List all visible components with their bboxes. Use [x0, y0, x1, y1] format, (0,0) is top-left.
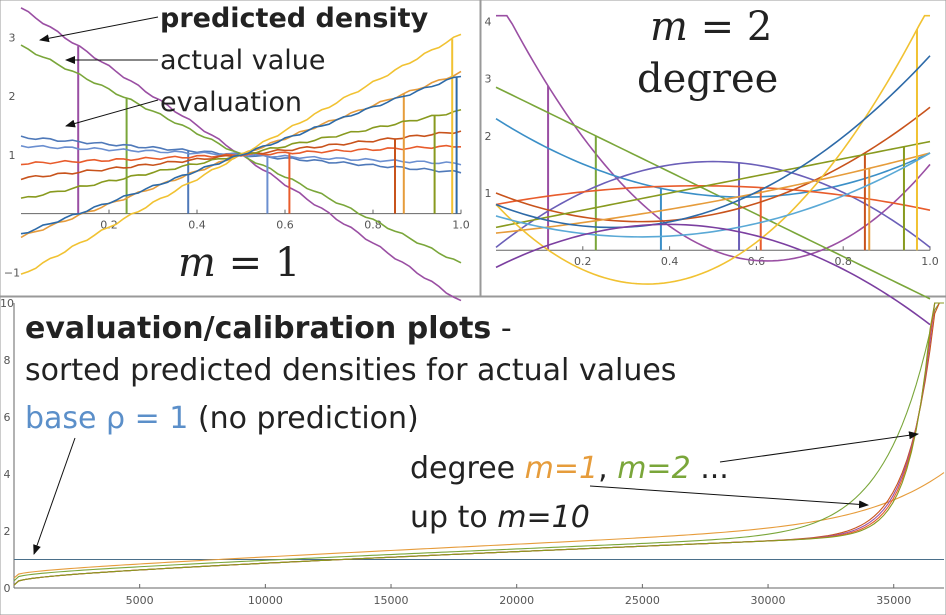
y-tick-label: 1	[9, 149, 16, 162]
y-tick-label: 4	[485, 15, 492, 28]
label-upto: up to m=10	[410, 500, 590, 535]
series-curve	[495, 184, 931, 211]
chart-m1-title: m = 1	[178, 240, 300, 286]
y-tick-label: 3	[9, 31, 16, 44]
series-curve	[495, 140, 931, 229]
y-tick-label: 1	[485, 187, 492, 200]
x-tick-label: 1.0	[452, 219, 470, 232]
x-tick-label: 30000	[751, 594, 786, 607]
y-tick-label: −1	[4, 266, 20, 279]
chart-m2-subtitle: degree	[637, 56, 778, 102]
x-tick-label: 0.2	[574, 255, 592, 268]
calibration-series	[13, 472, 945, 579]
x-tick-label: 0.6	[276, 219, 294, 232]
label-base: base ρ = 1 (no prediction)	[25, 401, 419, 436]
x-tick-label: 20000	[499, 594, 534, 607]
panel-m1	[0, 0, 481, 297]
series-curve	[495, 86, 931, 300]
label-degree: degree m=1, m=2 ...	[410, 451, 729, 486]
annotation-predicted-density: predicted density	[160, 3, 429, 34]
x-tick-label: 25000	[625, 594, 660, 607]
series-line	[20, 75, 462, 235]
y-tick-label: 6	[4, 411, 11, 424]
series-curve	[496, 14, 931, 262]
chart-m2-title: m = 2	[650, 4, 772, 50]
series-curve	[495, 14, 930, 285]
y-tick-label: 0	[4, 582, 11, 595]
panel-calibration	[0, 296, 946, 615]
x-tick-label: 5000	[126, 594, 154, 607]
y-tick-label: 4	[4, 468, 11, 481]
series-curve	[495, 160, 931, 249]
y-tick-label: 2	[4, 525, 11, 538]
y-tick-label: 3	[485, 73, 492, 86]
series-curve	[495, 55, 931, 229]
x-tick-label: 10000	[248, 594, 283, 607]
series-line	[20, 33, 462, 275]
series-curve	[495, 223, 931, 326]
y-tick-label: 2	[9, 90, 16, 103]
x-tick-label: 0.6	[748, 255, 766, 268]
series-curve	[495, 118, 931, 198]
chart-calibration-subtitle: sorted predicted densities for actual va…	[25, 353, 676, 388]
x-tick-label: 15000	[374, 594, 409, 607]
series-curve	[495, 106, 931, 223]
x-tick-label: 0.8	[364, 219, 382, 232]
chart-calibration-title: evaluation/calibration plots -	[25, 311, 512, 346]
annotation-evaluation: evaluation	[160, 87, 302, 118]
x-tick-label: 0.4	[188, 219, 206, 232]
y-tick-label: 2	[485, 130, 492, 143]
y-tick-label: 10	[0, 297, 14, 310]
calibration-series	[13, 302, 944, 586]
x-tick-label: 1.0	[921, 255, 939, 268]
series-curve	[495, 152, 931, 238]
chart-calibration: 5000 10000 15000 20000 25000 30000 35000 0 2 4 6 8 1…	[0, 297, 945, 607]
annotation-actual-value: actual value	[160, 45, 325, 76]
x-tick-label: 35000	[876, 594, 911, 607]
calibration-series	[13, 302, 944, 582]
y-tick-label: 8	[4, 354, 11, 367]
x-tick-label: 0.4	[661, 255, 679, 268]
